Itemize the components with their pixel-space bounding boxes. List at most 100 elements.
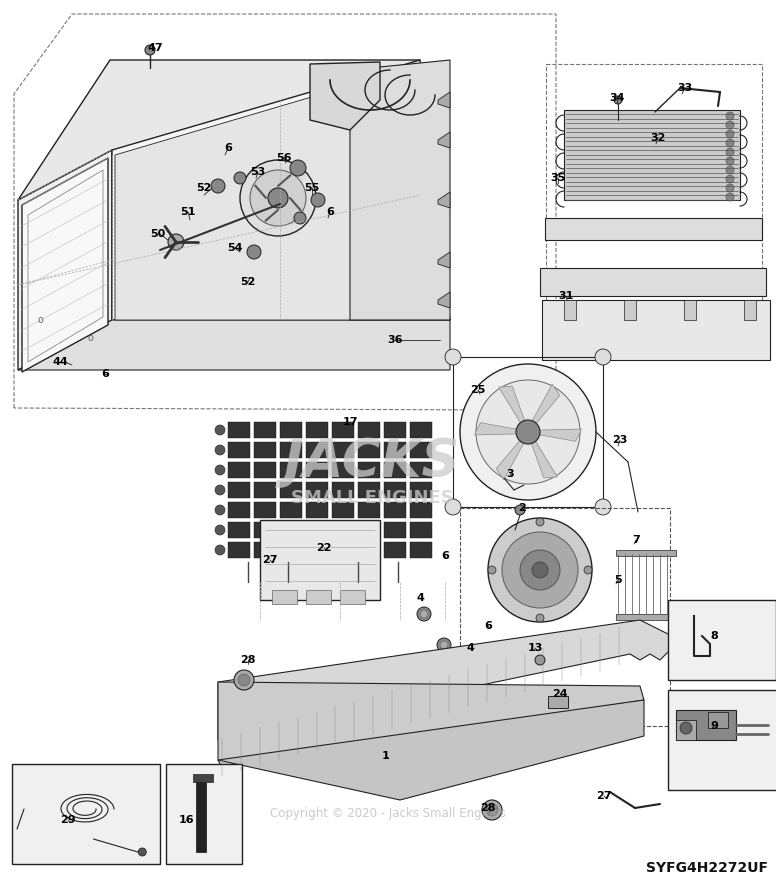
Text: 8: 8 xyxy=(710,631,718,641)
Bar xyxy=(228,482,250,498)
Text: 17: 17 xyxy=(342,417,358,427)
Text: 28: 28 xyxy=(480,803,496,813)
Circle shape xyxy=(294,212,306,224)
Text: 51: 51 xyxy=(180,207,196,217)
Polygon shape xyxy=(545,218,762,240)
Bar xyxy=(358,442,380,458)
Polygon shape xyxy=(564,110,740,200)
Text: Copyright © 2020 - Jacks Small Engines: Copyright © 2020 - Jacks Small Engines xyxy=(270,807,506,820)
Polygon shape xyxy=(496,436,527,480)
Circle shape xyxy=(247,245,261,259)
Text: 27: 27 xyxy=(262,555,278,565)
Bar xyxy=(332,442,354,458)
Circle shape xyxy=(486,804,498,816)
Text: 7: 7 xyxy=(632,535,640,545)
Text: 35: 35 xyxy=(550,173,566,183)
Bar xyxy=(254,542,276,558)
Circle shape xyxy=(138,848,146,856)
Text: 4: 4 xyxy=(416,593,424,603)
Bar xyxy=(306,502,328,518)
Text: 56: 56 xyxy=(276,153,292,163)
Circle shape xyxy=(680,722,692,734)
Text: 6: 6 xyxy=(224,143,232,153)
Polygon shape xyxy=(438,132,450,148)
Circle shape xyxy=(417,607,431,621)
Text: 50: 50 xyxy=(151,229,165,239)
Polygon shape xyxy=(529,384,559,428)
Bar xyxy=(280,422,302,438)
Polygon shape xyxy=(684,300,696,320)
Bar xyxy=(410,422,432,438)
Text: 6: 6 xyxy=(326,207,334,217)
Circle shape xyxy=(516,420,540,444)
Bar xyxy=(254,422,276,438)
Bar xyxy=(358,422,380,438)
Text: 27: 27 xyxy=(596,791,611,801)
Circle shape xyxy=(250,170,306,226)
Bar xyxy=(254,462,276,478)
Circle shape xyxy=(145,45,155,55)
Bar xyxy=(306,422,328,438)
Circle shape xyxy=(726,139,734,147)
Bar xyxy=(616,614,676,620)
Bar xyxy=(306,482,328,498)
Circle shape xyxy=(215,525,225,535)
Bar xyxy=(272,590,297,604)
Bar xyxy=(228,522,250,538)
Bar xyxy=(332,522,354,538)
Bar xyxy=(254,522,276,538)
Circle shape xyxy=(168,234,184,250)
Text: 47: 47 xyxy=(147,43,163,53)
Bar xyxy=(254,442,276,458)
Bar xyxy=(332,482,354,498)
Circle shape xyxy=(234,670,254,690)
Bar xyxy=(340,590,365,604)
Bar xyxy=(548,696,568,708)
Bar xyxy=(384,542,406,558)
Circle shape xyxy=(311,193,325,207)
Circle shape xyxy=(437,638,451,652)
Bar xyxy=(254,502,276,518)
Circle shape xyxy=(482,800,502,820)
Circle shape xyxy=(215,445,225,455)
Polygon shape xyxy=(534,429,581,441)
Bar xyxy=(358,502,380,518)
Text: 28: 28 xyxy=(241,655,256,665)
Bar xyxy=(384,482,406,498)
Text: 32: 32 xyxy=(650,133,666,143)
Text: 25: 25 xyxy=(470,385,486,395)
Bar xyxy=(228,502,250,518)
Circle shape xyxy=(726,193,734,201)
Bar xyxy=(166,764,242,864)
Bar xyxy=(306,590,331,604)
Polygon shape xyxy=(438,92,450,108)
Circle shape xyxy=(535,655,545,665)
Circle shape xyxy=(536,518,544,526)
Text: 6: 6 xyxy=(484,621,492,631)
Bar xyxy=(358,462,380,478)
Bar xyxy=(668,690,776,790)
Bar xyxy=(332,502,354,518)
Text: 33: 33 xyxy=(677,83,693,93)
Bar xyxy=(384,422,406,438)
Circle shape xyxy=(726,148,734,156)
Bar xyxy=(280,442,302,458)
Polygon shape xyxy=(529,436,557,478)
Polygon shape xyxy=(564,300,576,320)
Circle shape xyxy=(726,130,734,138)
Text: 9: 9 xyxy=(710,721,718,731)
Circle shape xyxy=(515,505,525,515)
Bar xyxy=(228,462,250,478)
Bar xyxy=(280,502,302,518)
Circle shape xyxy=(488,518,592,622)
Bar xyxy=(453,357,603,507)
Polygon shape xyxy=(542,300,770,360)
Bar xyxy=(306,442,328,458)
Circle shape xyxy=(502,532,578,608)
Circle shape xyxy=(726,175,734,183)
Bar xyxy=(332,542,354,558)
Text: 36: 36 xyxy=(387,335,403,345)
Circle shape xyxy=(290,160,306,176)
Circle shape xyxy=(726,121,734,129)
Text: SYFG4H2272UF: SYFG4H2272UF xyxy=(646,861,768,875)
